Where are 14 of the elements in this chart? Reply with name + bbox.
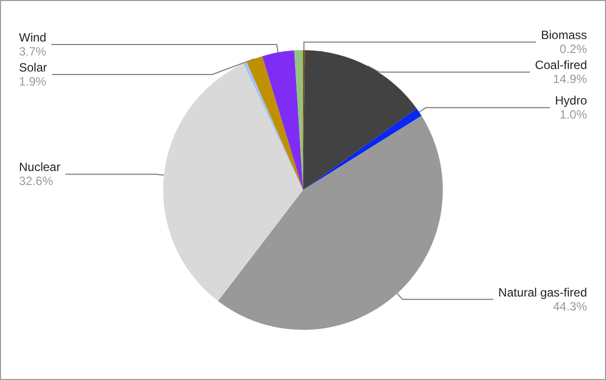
slice-label: Wind [19,30,46,45]
slice-label: Nuclear [19,160,60,174]
data-label: 0.2% [560,42,588,56]
data-label: 1.0% [560,108,588,122]
data-label: 44.3% [552,299,588,314]
slice-label: Hydro [554,94,588,108]
slice-label: Biomass [540,28,587,42]
data-label: 1.9% [19,74,47,89]
data-label: 14.9% [552,72,588,86]
slice-label: Solar [19,60,48,75]
slice-label: Coal-fired [534,58,587,72]
slice-label: Natural gas-fired [498,285,587,300]
data-label: 32.6% [19,174,54,188]
data-label: 3.7% [19,44,47,59]
